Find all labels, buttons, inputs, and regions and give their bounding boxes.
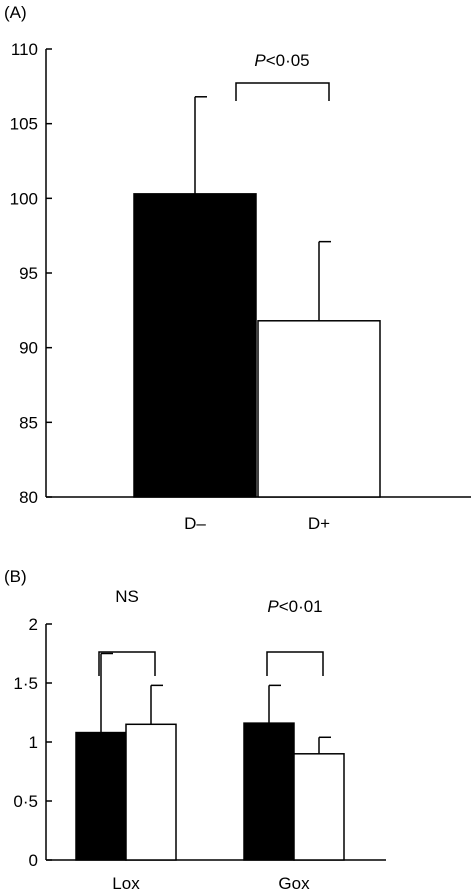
panel-a-x-tick-label-0: D– xyxy=(184,514,206,533)
panel-b-y-tick-label-4: 2 xyxy=(29,615,38,634)
panel-a-label: (A) xyxy=(4,3,27,22)
panel-b-bar-0-1 xyxy=(125,723,177,861)
panel-b-x-tick-labels: Lox Gox xyxy=(112,874,310,892)
panel-a-bars xyxy=(133,96,381,498)
panel-a-y-tick-label-5: 105 xyxy=(10,115,38,134)
panel-b-bar-0-0 xyxy=(75,731,127,861)
panel-b-x-tick-label-1: Gox xyxy=(278,874,310,892)
panel-b: (B) 0 0·5 1 1·5 2 Lox Gox NS P<0·01 xyxy=(4,567,386,892)
panel-b-significance-bracket-lox: NS xyxy=(98,587,156,676)
panel-b-bar-1-1 xyxy=(293,753,345,861)
panel-a-y-tick-label-1: 85 xyxy=(19,413,38,432)
panel-b-x-tick-label-0: Lox xyxy=(112,874,140,892)
panel-b-bars xyxy=(75,652,345,861)
panel-b-significance-label-gox: P<0·01 xyxy=(267,597,322,616)
panel-a-y-tick-label-0: 80 xyxy=(19,488,38,507)
panel-a-y-tick-label-4: 100 xyxy=(10,189,38,208)
panel-a-p-value: <0·05 xyxy=(266,51,310,70)
panel-b-bracket-line-lox xyxy=(98,651,156,676)
panel-a-y-ticks: 80 85 90 95 100 105 110 xyxy=(10,40,52,507)
panel-a-bar-0 xyxy=(133,193,257,498)
panel-a-y-tick-label-2: 90 xyxy=(19,339,38,358)
panel-b-bracket-line-gox xyxy=(266,651,324,676)
panel-a-bar-1 xyxy=(257,320,381,498)
panel-a-bracket-line xyxy=(235,82,330,101)
panel-a-significance-label: P<0·05 xyxy=(254,51,309,70)
panel-a-p-symbol: P xyxy=(254,51,266,70)
panel-b-p-symbol: P xyxy=(267,597,279,616)
panel-a-x-tick-labels: D– D+ xyxy=(184,514,330,533)
panel-a-y-tick-label-6: 110 xyxy=(11,40,38,59)
panel-b-y-tick-label-1: 0·5 xyxy=(13,792,38,811)
panel-b-y-tick-label-3: 1·5 xyxy=(13,674,38,693)
panel-a-x-tick-label-1: D+ xyxy=(308,514,330,533)
panel-b-y-tick-label-0: 0 xyxy=(29,851,38,870)
panel-b-significance-bracket-gox: P<0·01 xyxy=(266,597,324,676)
panel-a-significance-bracket: P<0·05 xyxy=(235,51,330,101)
panel-b-bar-1-0 xyxy=(243,722,295,861)
panel-b-y-tick-label-2: 1 xyxy=(29,733,38,752)
panel-b-ns-text: NS xyxy=(115,587,139,606)
panel-b-p-value: <0·01 xyxy=(279,597,323,616)
panel-b-significance-label-lox: NS xyxy=(115,587,139,606)
panel-a: (A) 80 85 90 95 100 105 110 D– D+ P<0·05 xyxy=(4,3,471,533)
panel-b-label: (B) xyxy=(4,567,27,586)
panel-b-y-ticks: 0 0·5 1 1·5 2 xyxy=(13,615,52,870)
panel-a-y-tick-label-3: 95 xyxy=(19,264,38,283)
